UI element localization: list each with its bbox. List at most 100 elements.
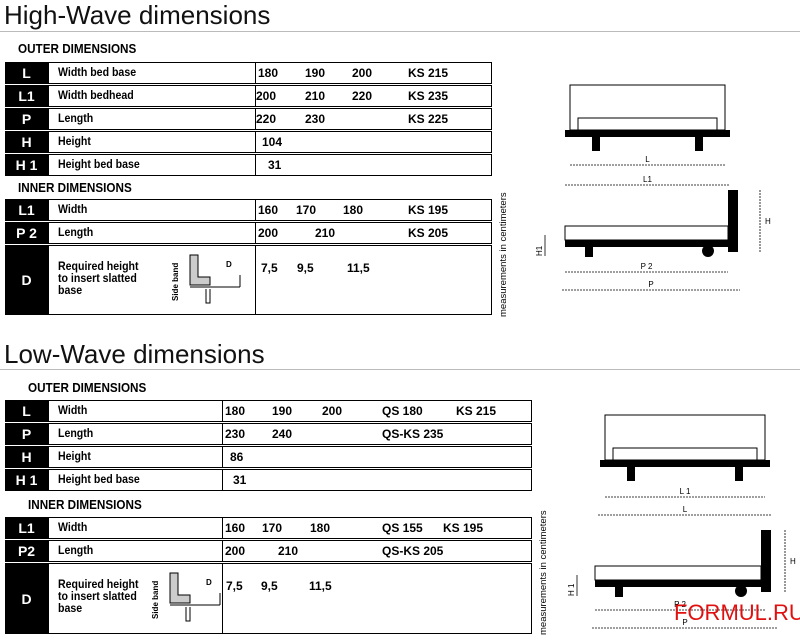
mattress-side [564,225,729,241]
row-label: Height [58,451,91,463]
column-line [222,469,223,491]
cell-value: QS 180 [382,404,423,418]
row-label: Required height to insert slatted base [58,261,139,297]
column-line [222,563,223,634]
row-border [48,62,492,84]
code-box: P [5,108,48,130]
code-box: L [5,400,48,422]
code-box: D [5,245,48,315]
side-band-d: D [206,578,212,587]
cell-value: KS 195 [408,203,449,217]
divider [0,369,800,370]
cell-value: 210 [278,544,299,558]
cell-value: 104 [262,135,283,149]
watermark: FORMUL.RU [674,600,800,625]
side-band-shape [169,572,191,604]
row-border [48,400,532,422]
column-line [255,85,256,107]
row-label: Length [58,227,94,239]
leg [695,137,703,151]
column-line [255,154,256,176]
row-label: Width [58,405,88,417]
column-line [255,62,256,84]
leg [585,247,593,257]
dim-label: H 1 [567,583,576,596]
cell-value: 7,5 [226,579,243,593]
headboard-side [728,190,738,252]
dim-label: L1 [643,175,652,184]
cell-value: QS-KS 235 [382,427,444,441]
cell-value: 180 [258,66,279,80]
row-label: Length [58,545,94,557]
dim-label: P 2 [674,600,686,609]
note: measurements in centimeters [538,510,549,635]
row-border [48,154,492,176]
row-label: Height bed base [58,474,140,486]
cell-value: 160 [225,521,246,535]
cell-value: 200 [258,226,279,240]
row-border [48,469,532,491]
section-heading: OUTER DIMENSIONS [28,380,147,395]
cell-value: KS 205 [408,226,449,240]
row-label: Length [58,113,94,125]
cell-value: KS 225 [408,112,449,126]
cell-value: 11,5 [347,261,370,275]
divider [0,31,800,32]
column-line [255,245,256,315]
dim-label: P 2 [641,262,653,271]
side-band-label: Side band [171,263,180,301]
section-title: Low-Wave dimensions [4,339,265,369]
base-side [595,580,771,587]
row-border [48,222,492,244]
column-line [222,446,223,468]
row-border [48,563,532,634]
cell-value: 180 [343,203,364,217]
cell-value: 170 [296,203,317,217]
leg [615,587,623,597]
cell-value: 9,5 [297,261,314,275]
dim-label: H [790,557,796,566]
column-line [222,423,223,445]
row-label: Length [58,428,94,440]
cell-value: 200 [322,404,343,418]
row-label: Width bed base [58,67,137,79]
cell-value: 31 [233,473,247,487]
side-band-d: D [226,260,232,269]
dim-label: L 1 [680,487,691,496]
side-band-label: Side band [151,581,160,619]
column-line [222,540,223,562]
dim-label: P [648,280,653,289]
cell-value: 190 [305,66,326,80]
cell-value: 210 [315,226,336,240]
code-box: P 2 [5,222,48,244]
mattress [577,117,718,131]
base [600,460,770,467]
cell-value: 31 [268,158,282,172]
code-box: H [5,446,48,468]
row-border [48,540,532,562]
cell-value: 180 [225,404,246,418]
row-label: Height bed base [58,159,140,171]
code-box: L1 [5,517,48,539]
cell-value: 86 [230,450,244,464]
cell-value: 230 [225,427,246,441]
cell-value: 11,5 [309,579,332,593]
dim-label: H1 [535,245,544,256]
row-label: Width [58,522,88,534]
slat-line [190,275,241,304]
code-box: L1 [5,85,48,107]
cell-value: 180 [310,521,331,535]
section-heading: INNER DIMENSIONS [18,180,132,195]
section-heading: INNER DIMENSIONS [28,497,142,512]
column-line [255,222,256,244]
row-border [48,245,492,315]
mattress [612,447,758,461]
cell-value: 9,5 [261,579,278,593]
leg [592,137,600,151]
row-border [48,517,532,539]
cell-value: KS 195 [443,521,484,535]
column-line [255,131,256,153]
column-line [255,199,256,221]
cell-value: QS-KS 205 [382,544,444,558]
cell-value: 160 [258,203,279,217]
